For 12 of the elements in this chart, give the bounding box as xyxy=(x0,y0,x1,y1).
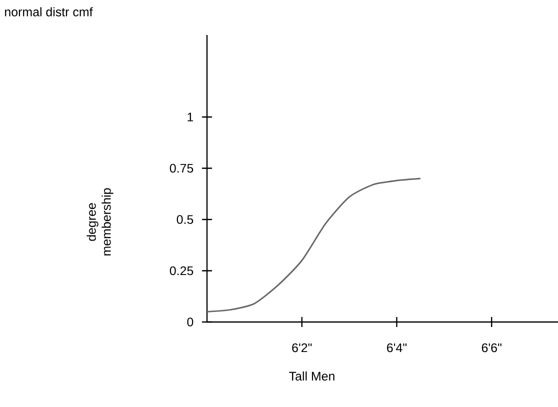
x-tick-label: 6'4" xyxy=(387,343,407,352)
line-series xyxy=(207,178,422,312)
x-tick-label: 6'2" xyxy=(292,343,312,352)
x-axis-title: Tall Men xyxy=(289,371,334,381)
y-tick-label: 1 xyxy=(188,112,194,122)
y-tick-label: 0.75 xyxy=(170,164,194,173)
x-tick-label: 6'6" xyxy=(482,343,502,352)
text: normal distr cmf xyxy=(5,7,93,16)
y-tick-label: 0 xyxy=(187,318,194,326)
y-tick-label: 0.25 xyxy=(170,266,194,276)
y-axis-title: degree membership xyxy=(86,188,114,256)
y-tick-label: 0.5 xyxy=(176,215,194,224)
